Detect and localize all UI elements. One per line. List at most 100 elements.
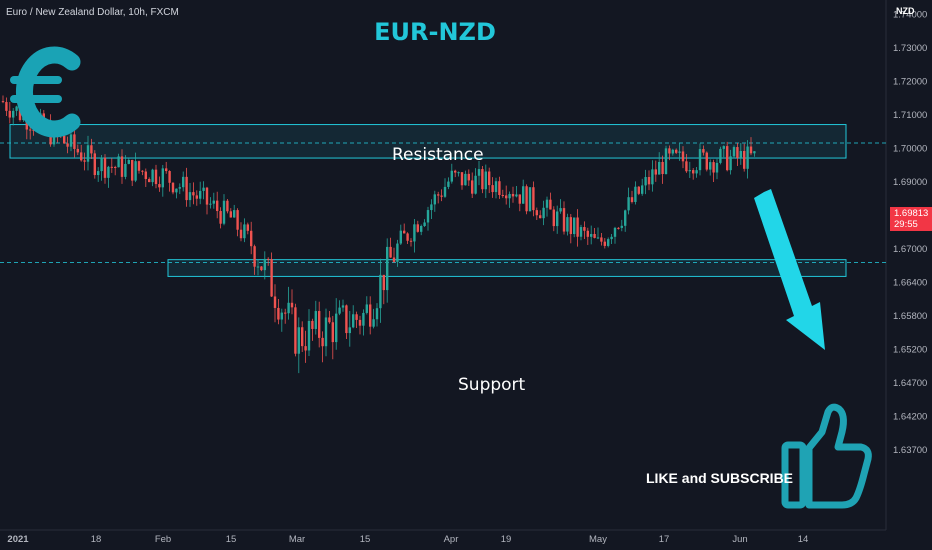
candle-body bbox=[630, 197, 634, 202]
candle-body bbox=[284, 312, 287, 314]
support-zone[interactable] bbox=[167, 259, 847, 277]
candle-body bbox=[443, 186, 447, 197]
candle-body bbox=[403, 230, 406, 234]
candle-body bbox=[148, 179, 151, 183]
candle-body bbox=[63, 135, 66, 144]
candle-body bbox=[379, 274, 382, 309]
candle-body bbox=[341, 305, 345, 308]
candle-body bbox=[515, 194, 518, 197]
candle-body bbox=[556, 211, 559, 227]
candle-body bbox=[267, 258, 270, 260]
candle-body bbox=[154, 169, 158, 185]
candle-body bbox=[685, 161, 688, 172]
candle-body bbox=[345, 305, 348, 334]
y-tick-label: 1.67000 bbox=[893, 244, 927, 255]
candle-body bbox=[634, 186, 637, 202]
candle-body bbox=[688, 170, 691, 172]
candle-body bbox=[294, 307, 297, 354]
candle-body bbox=[12, 110, 15, 118]
candle-body bbox=[352, 314, 355, 328]
candle-body bbox=[525, 186, 528, 212]
candle-body bbox=[15, 106, 18, 111]
candle-body bbox=[287, 302, 290, 314]
candle-body bbox=[239, 229, 243, 239]
down-arrow-icon bbox=[754, 189, 825, 350]
candle-body bbox=[579, 227, 583, 237]
candle-body bbox=[664, 148, 668, 175]
symbol-header[interactable]: Euro / New Zealand Dollar, 10h, FXCM bbox=[6, 7, 179, 18]
candle-body bbox=[260, 266, 263, 271]
candle-body bbox=[484, 171, 487, 190]
candle-body bbox=[297, 327, 300, 354]
candle-body bbox=[464, 173, 467, 186]
candle-body bbox=[107, 166, 110, 178]
candle-body bbox=[158, 184, 161, 188]
candle-body bbox=[450, 170, 453, 182]
x-tick-label: 19 bbox=[501, 534, 512, 545]
candle-body bbox=[348, 327, 351, 334]
candle-body bbox=[66, 143, 69, 147]
y-tick-label: 1.74000 bbox=[893, 10, 927, 21]
candle-body bbox=[226, 200, 229, 212]
candle-body bbox=[545, 199, 549, 208]
x-tick-label: 2021 bbox=[7, 534, 29, 545]
candle-body bbox=[593, 233, 596, 238]
candle-body bbox=[137, 161, 141, 171]
candle-body bbox=[389, 246, 392, 258]
candle-body bbox=[426, 210, 430, 223]
bar-countdown: 29:55 bbox=[894, 219, 918, 230]
candle-body bbox=[457, 172, 460, 174]
candle-body bbox=[583, 227, 586, 231]
y-tick-label: 1.70000 bbox=[893, 144, 927, 155]
candle-body bbox=[569, 217, 572, 235]
candle-body bbox=[498, 181, 501, 195]
x-tick-label: 14 bbox=[798, 534, 809, 545]
candle-body bbox=[212, 200, 215, 204]
candle-body bbox=[124, 163, 127, 177]
candle-body bbox=[658, 161, 661, 175]
candle-body bbox=[314, 311, 317, 329]
candle-body bbox=[651, 169, 654, 185]
candle-body bbox=[114, 167, 117, 169]
last-price-value: 1.69813 bbox=[894, 208, 929, 219]
candle-body bbox=[641, 185, 644, 194]
candle-body bbox=[491, 185, 494, 193]
candle-body bbox=[355, 314, 358, 320]
candle-body bbox=[171, 182, 175, 193]
candle-body bbox=[460, 172, 464, 186]
candle-body bbox=[552, 209, 555, 227]
euro-sign-icon bbox=[10, 46, 81, 138]
candle-body bbox=[290, 302, 294, 308]
candle-body bbox=[698, 149, 702, 171]
candles bbox=[1, 95, 756, 374]
candle-body bbox=[165, 168, 168, 172]
candle-body bbox=[409, 240, 413, 242]
thumbs-up-icon[interactable] bbox=[781, 403, 872, 509]
candle-body bbox=[392, 257, 396, 262]
candle-body bbox=[246, 224, 249, 231]
y-tick-label: 1.66400 bbox=[893, 278, 927, 289]
last-price-label: 1.69813 29:55 bbox=[890, 207, 932, 231]
candle-body bbox=[416, 224, 419, 232]
candle-body bbox=[505, 195, 508, 199]
candle-body bbox=[454, 170, 457, 173]
candle-body bbox=[736, 147, 739, 158]
candle-body bbox=[182, 176, 185, 188]
candle-body bbox=[369, 304, 372, 327]
candle-body bbox=[331, 322, 334, 343]
candle-body bbox=[178, 187, 181, 189]
candle-body bbox=[321, 337, 324, 347]
currency-tag[interactable]: NZD bbox=[896, 6, 915, 16]
x-tick-label: Jun bbox=[732, 534, 747, 545]
candle-body bbox=[692, 170, 695, 174]
candle-body bbox=[617, 227, 620, 229]
candle-body bbox=[695, 170, 698, 174]
candle-body bbox=[375, 308, 379, 320]
candle-body bbox=[406, 233, 409, 241]
y-tick-label: 1.71000 bbox=[893, 110, 927, 121]
candle-body bbox=[749, 146, 753, 154]
candle-body bbox=[702, 149, 705, 153]
candle-body bbox=[324, 317, 328, 347]
